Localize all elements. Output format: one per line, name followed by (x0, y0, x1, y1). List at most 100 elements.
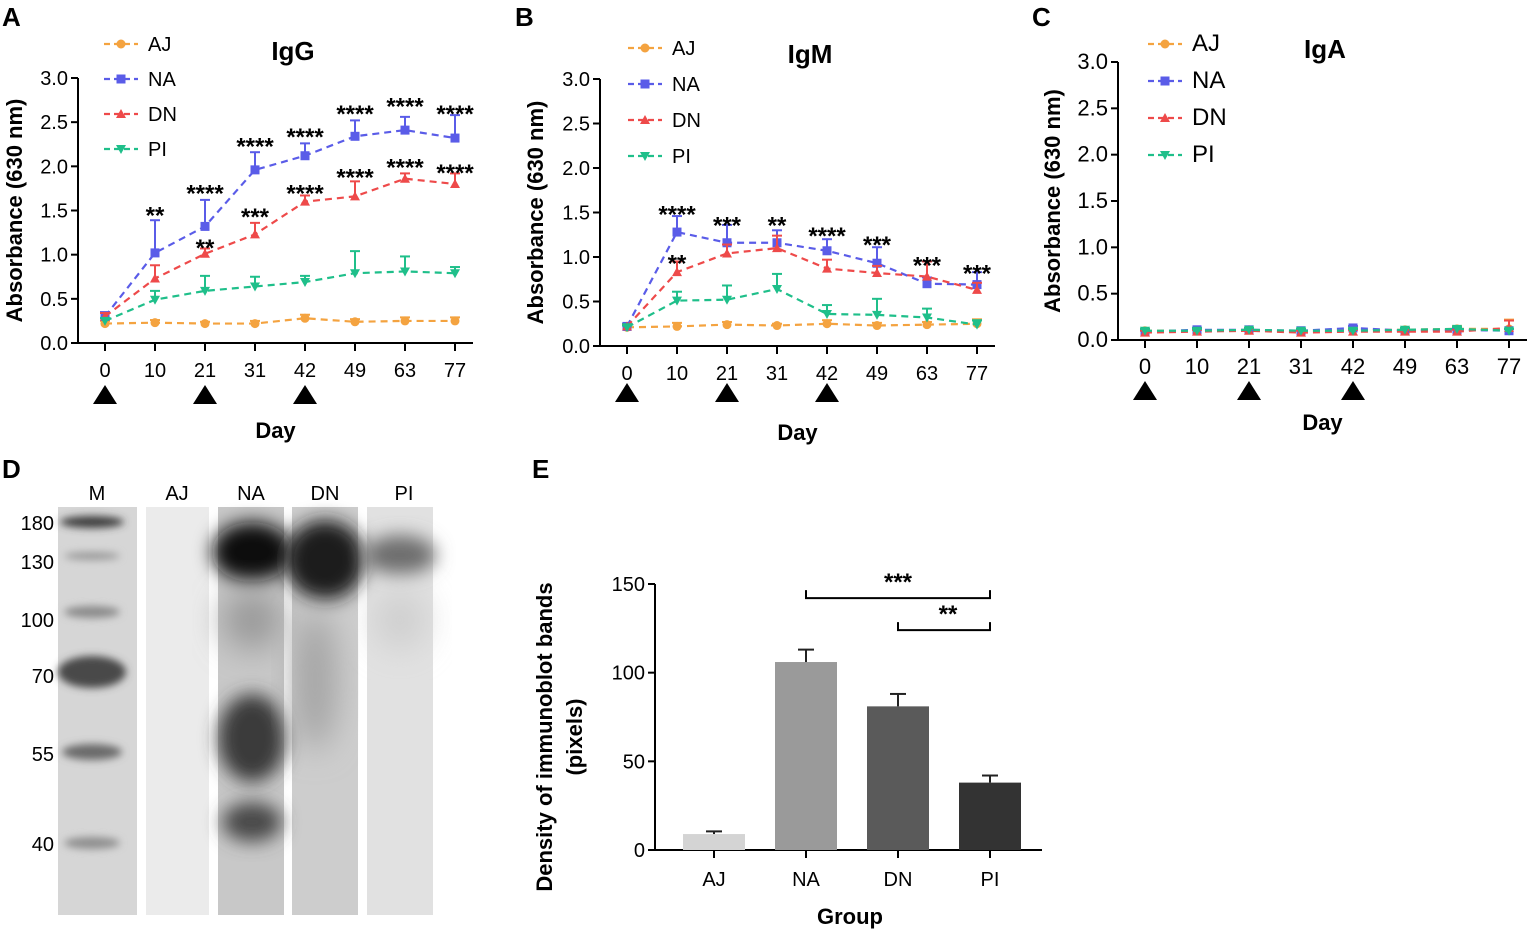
panel-label-b: B (515, 2, 534, 32)
igm-series-dn-point (922, 271, 932, 281)
bar-significance-label: *** (884, 569, 913, 596)
marker-label-70: 70 (32, 666, 54, 688)
iga-x-axis-label: Day (1302, 410, 1343, 435)
igg-series-na-point (400, 125, 410, 135)
igg-series-pi-point (350, 269, 360, 279)
igm-series-pi-point (922, 313, 932, 323)
iga-series-pi-point (1400, 325, 1410, 335)
igm-y-tick-label: 3.0 (562, 69, 590, 91)
igm-legend-pi-label: PI (672, 146, 691, 168)
igm-significance-label: *** (913, 252, 942, 279)
bar-x-tick-label: PI (981, 869, 1000, 891)
dn-smear (293, 610, 337, 750)
bar-aj (683, 834, 745, 850)
iga-series-pi-line (1145, 327, 1510, 332)
igg-immunization-marker (193, 385, 217, 404)
igm-series-dn-point (672, 267, 682, 277)
igg-series-na-point (250, 165, 260, 175)
igg-x-tick-label: 0 (99, 360, 110, 382)
igg-significance-label: **** (236, 133, 274, 160)
igg-significance-label: ** (196, 235, 215, 262)
marker-bands (58, 516, 126, 849)
igm-legend-aj-marker (640, 43, 650, 53)
iga-series-pi-point (1452, 324, 1462, 334)
igm-series-dn-point (872, 268, 882, 278)
marker-label-55: 55 (32, 744, 54, 766)
chart-igg: 0.0 0.5 1.0 1.5 2.0 2.5 3.0 0 10 21 31 42 49 63 77 Day A… (2, 34, 474, 443)
iga-series-pi-point (1140, 326, 1150, 336)
igm-x-tick-label: 63 (916, 363, 938, 385)
igm-series-dn-point (772, 243, 782, 253)
igm-series-na-point (922, 279, 932, 289)
immunoblot: M AJ NA DN PI 180 130 100 70 55 40 (21, 483, 436, 915)
iga-legend-aj-label: AJ (1192, 30, 1220, 57)
igm-significance-label: **** (808, 223, 846, 250)
igg-series-dn-line (104, 177, 456, 318)
iga-immunization-marker (1133, 381, 1157, 400)
igg-legend-dn-label: DN (148, 104, 177, 126)
iga-y-tick-label: 0.5 (1077, 281, 1108, 306)
chart-iga: 0.0 0.5 1.0 1.5 2.0 2.5 3.0 0 10 21 31 42 49 63 77 Day A… (1040, 30, 1527, 435)
igm-y-tick-label: 1.0 (562, 247, 590, 269)
igm-series-dn-point (722, 248, 732, 258)
marker-band-55 (62, 744, 122, 760)
igm-series-pi-line (626, 287, 978, 329)
na-band-40 (222, 802, 282, 842)
bar-x-axis-label: Group (817, 904, 883, 929)
igm-series-pi-point (872, 310, 882, 320)
bar-x-tick-label: AJ (702, 869, 725, 891)
igg-series-aj-point (250, 319, 260, 329)
dn-band-130 (285, 520, 365, 600)
igg-series-pi-point (300, 278, 310, 288)
igm-x-tick-label: 42 (816, 363, 838, 385)
igm-x-axis-label: Day (777, 420, 818, 445)
na-smear-upper (222, 590, 282, 650)
bar-y-tick-label: 100 (612, 663, 645, 685)
blot-lane-label-na: NA (237, 483, 265, 505)
bar-significance-label: ** (939, 601, 958, 628)
iga-series-pi-point (1244, 325, 1254, 335)
blot-lane-m (58, 507, 137, 915)
igm-y-tick-label: 2.5 (562, 114, 590, 136)
igg-x-tick-label: 42 (294, 360, 316, 382)
igm-significance-label: *** (713, 212, 742, 239)
igg-series-pi-point (200, 286, 210, 296)
igg-series-dn-point (450, 179, 460, 188)
igg-x-axis-label: Day (255, 418, 296, 443)
igm-series-pi-point (822, 309, 832, 319)
igm-series-na-point (822, 246, 832, 256)
iga-x-tick-label: 49 (1393, 354, 1417, 379)
igm-y-tick-label: 1.5 (562, 203, 590, 225)
igm-series-aj-line (626, 322, 978, 329)
bar-na (775, 662, 837, 850)
igg-x-tick-label: 10 (144, 360, 166, 382)
igg-series-aj-point (400, 316, 410, 326)
igm-chart-title: IgM (788, 39, 833, 69)
panel-label-e: E (532, 454, 549, 484)
bar-x-tick-label: NA (792, 869, 820, 891)
iga-legend-dn-label: DN (1192, 104, 1227, 131)
panel-label-a: A (2, 2, 21, 32)
igg-legend-pi-label: PI (148, 139, 167, 161)
igg-significance-label: **** (436, 160, 474, 187)
igg-series-pi-point (400, 267, 410, 277)
marker-band-180 (60, 516, 124, 528)
igg-series-pi-line (104, 270, 456, 322)
igm-significance-label: *** (863, 232, 892, 259)
igg-x-tick-label: 31 (244, 360, 266, 382)
na-band-130 (212, 522, 292, 582)
igg-series-aj-point (300, 313, 310, 323)
igg-series-na-point (150, 248, 160, 258)
marker-label-40: 40 (32, 834, 54, 856)
igg-y-tick-label: 3.0 (40, 68, 68, 90)
igm-series-dn-point (822, 263, 832, 273)
igg-series-dn-point (150, 273, 160, 283)
igm-legend-na-marker (640, 79, 650, 89)
igm-immunization-marker (715, 383, 739, 402)
igm-significance-label: **** (658, 202, 696, 229)
igm-legend-dn-marker (640, 115, 650, 124)
igg-series-na-point (300, 151, 310, 161)
igm-series-na-point (872, 258, 882, 268)
